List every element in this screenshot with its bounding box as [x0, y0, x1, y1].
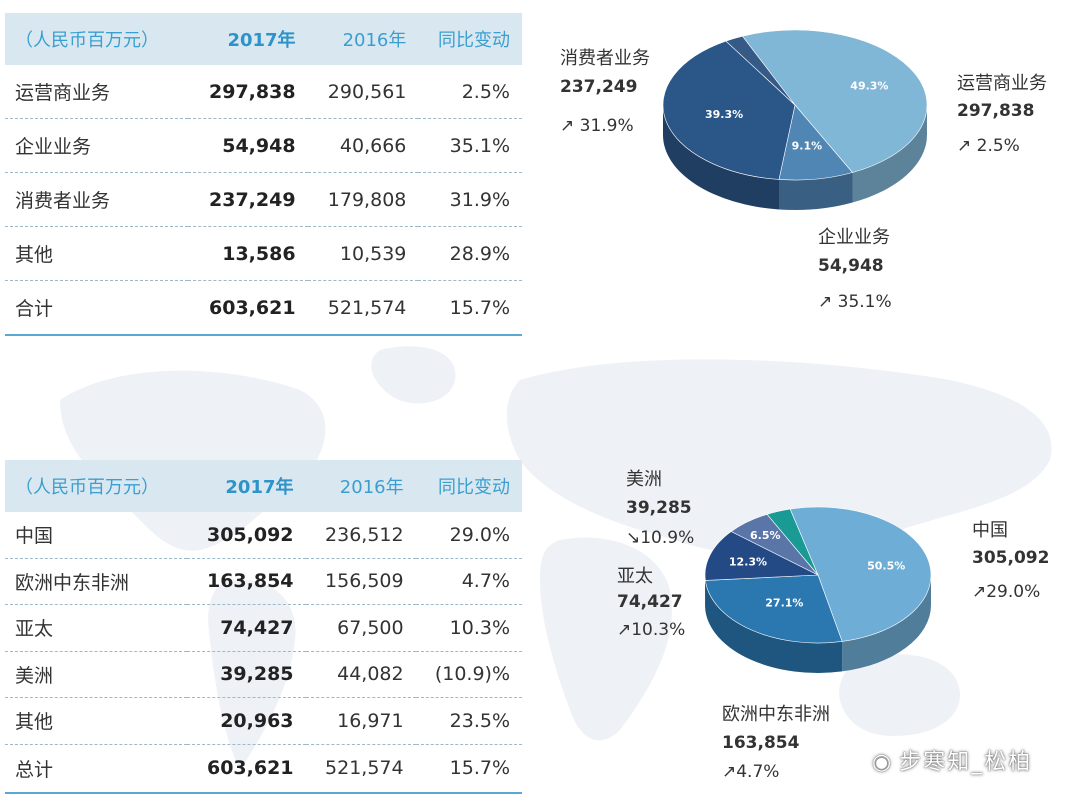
callout-change: ↘10.9% — [626, 528, 694, 548]
pie-slice-label: 27.1% — [765, 596, 803, 609]
callout-change: ↗10.3% — [617, 620, 685, 640]
pie-slice-label: 49.3% — [850, 80, 888, 93]
callout-name: 欧洲中东非洲 — [722, 704, 830, 725]
callout-change: ↗ 35.1% — [818, 292, 892, 312]
callout-emea: 欧洲中东非洲 163,854 ↗4.7% — [722, 704, 830, 782]
pie-slice-label: 9.1% — [792, 140, 823, 153]
callout-value: 163,854 — [722, 733, 800, 753]
callout-change: ↗ 2.5% — [957, 136, 1020, 156]
callout-change: ↗29.0% — [972, 582, 1040, 602]
callout-change: ↗ 31.9% — [560, 116, 634, 136]
callout-value: 39,285 — [626, 498, 692, 518]
weibo-icon: ◉ — [872, 750, 893, 775]
watermark: ◉步寒知_松柏 — [872, 744, 1032, 776]
pie-slice-label: 12.3% — [729, 556, 767, 569]
callout-consumer: 消费者业务 237,249 ↗ 31.9% — [560, 48, 650, 136]
callout-name: 美洲 — [626, 469, 662, 490]
callout-change: ↗4.7% — [722, 762, 779, 782]
callout-china: 中国 305,092 ↗29.0% — [972, 520, 1049, 602]
business-pie-chart: 49.3% 9.1% 39.3% — [663, 30, 927, 210]
callout-americas: 美洲 39,285 ↘10.9% — [626, 469, 694, 548]
region-pie-chart: 50.5% 27.1% 12.3% 6.5% — [705, 507, 931, 673]
pie-slice-label: 50.5% — [867, 559, 905, 572]
callout-enterprise: 企业业务 54,948 ↗ 35.1% — [818, 227, 892, 312]
callout-name: 消费者业务 — [560, 48, 650, 69]
pie-slice-label: 39.3% — [705, 108, 743, 121]
callout-name: 运营商业务 — [957, 73, 1047, 94]
callout-name: 中国 — [972, 520, 1008, 541]
callout-carrier: 运营商业务 297,838 ↗ 2.5% — [957, 73, 1047, 156]
callout-value: 297,838 — [957, 101, 1034, 121]
callout-name: 亚太 — [617, 566, 653, 587]
callout-value: 54,948 — [818, 256, 884, 276]
callout-value: 305,092 — [972, 548, 1049, 568]
callout-value: 237,249 — [560, 77, 637, 97]
pie-slice-label: 6.5% — [750, 529, 781, 542]
callout-value: 74,427 — [617, 592, 683, 612]
callout-apac: 亚太 74,427 ↗10.3% — [617, 566, 685, 640]
callout-name: 企业业务 — [818, 227, 890, 248]
watermark-text: 步寒知_松柏 — [899, 750, 1032, 775]
